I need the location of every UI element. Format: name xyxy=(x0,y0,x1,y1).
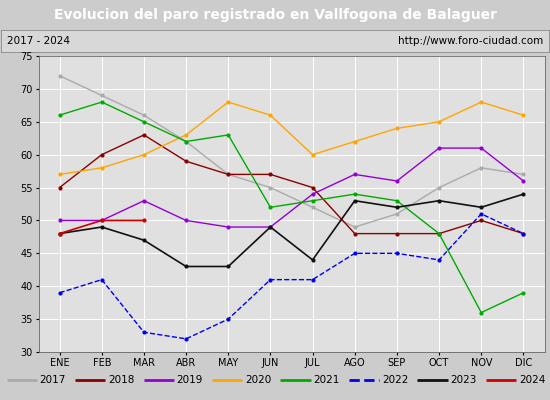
Text: 2018: 2018 xyxy=(108,375,134,385)
Text: http://www.foro-ciudad.com: http://www.foro-ciudad.com xyxy=(398,36,543,46)
Text: 2022: 2022 xyxy=(382,375,408,385)
Text: Evolucion del paro registrado en Vallfogona de Balaguer: Evolucion del paro registrado en Vallfog… xyxy=(53,8,497,22)
Text: 2024: 2024 xyxy=(519,375,545,385)
Text: 2017: 2017 xyxy=(40,375,66,385)
Text: 2019: 2019 xyxy=(177,375,203,385)
Text: 2021: 2021 xyxy=(314,375,340,385)
Text: 2020: 2020 xyxy=(245,375,271,385)
Text: 2023: 2023 xyxy=(450,375,477,385)
Text: 2017 - 2024: 2017 - 2024 xyxy=(7,36,70,46)
